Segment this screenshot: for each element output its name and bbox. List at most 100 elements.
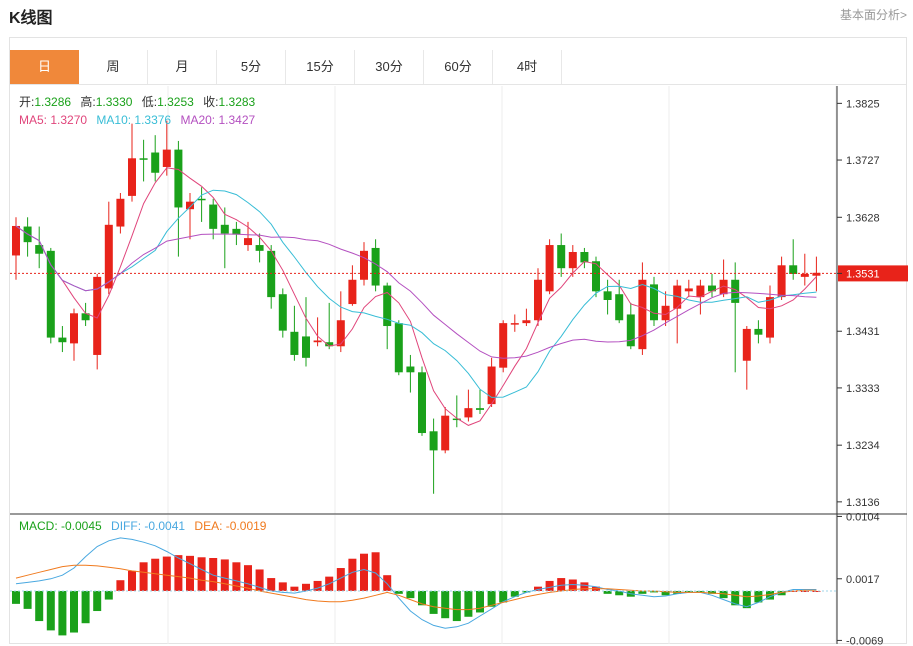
candle-body <box>128 158 136 196</box>
candle-body <box>568 251 577 269</box>
macd-bar <box>70 590 78 633</box>
y-tick-label: 1.3333 <box>846 383 880 395</box>
macd-bar <box>267 578 276 591</box>
macd-bar <box>441 590 450 619</box>
dea-legend-value: DEA: -0.0019 <box>194 519 266 533</box>
tab-30min[interactable]: 30分 <box>355 50 424 84</box>
macd-bar <box>499 590 508 603</box>
open-label: 开: <box>19 95 34 109</box>
macd-bar <box>766 590 774 600</box>
candle-body <box>708 285 716 292</box>
macd-bar <box>151 558 160 591</box>
diff-line <box>15 537 817 629</box>
macd-bar <box>684 590 693 593</box>
candle-body <box>46 250 55 338</box>
candle-body <box>742 328 751 361</box>
tab-week[interactable]: 周 <box>79 50 148 84</box>
candle-body <box>116 198 125 227</box>
candle-body <box>186 201 194 210</box>
candle-body <box>789 265 798 274</box>
y-tick-label: 1.3825 <box>846 98 880 110</box>
macd-bar <box>348 558 357 591</box>
macd-bar <box>429 590 438 614</box>
macd-bar <box>557 578 566 591</box>
macd-legend-value: MACD: -0.0045 <box>19 519 102 533</box>
diff-legend-value: DIFF: -0.0041 <box>111 519 185 533</box>
macd-bar <box>220 559 229 591</box>
macd-bar <box>255 569 264 591</box>
low-label: 低: <box>142 95 157 109</box>
macd-bar <box>580 582 589 591</box>
candle-body <box>661 305 670 321</box>
macd-bar <box>418 590 426 606</box>
tab-15min[interactable]: 15分 <box>286 50 355 84</box>
candle-body <box>800 273 809 277</box>
macd-bar <box>371 552 380 591</box>
macd-bar <box>452 590 461 622</box>
close-value: 1.3283 <box>219 95 256 109</box>
candle-body <box>522 320 531 324</box>
current-price-label: 1.3531 <box>846 268 880 280</box>
macd-bar <box>615 590 624 596</box>
macd-lines <box>15 537 817 629</box>
macd-bar <box>244 565 252 591</box>
candle-body <box>615 294 624 321</box>
tab-month[interactable]: 月 <box>148 50 217 84</box>
tab-5min[interactable]: 5分 <box>217 50 286 84</box>
candle-body <box>696 285 705 298</box>
macd-bar <box>777 590 786 596</box>
macd-bar <box>568 579 577 591</box>
macd-bar <box>209 558 218 591</box>
candle-body <box>626 314 635 347</box>
candle-body <box>197 198 206 201</box>
candle-body <box>371 247 380 286</box>
candle-body <box>510 323 519 325</box>
candle-body <box>325 342 334 347</box>
current-price-tag <box>838 265 908 282</box>
ma10-line <box>15 189 817 398</box>
fundamental-analysis-link[interactable]: 基本面分析> <box>839 8 907 22</box>
macd-bar <box>46 590 55 631</box>
candle-body <box>441 415 450 451</box>
ma5-legend: MA5: 1.3270 <box>19 113 87 127</box>
y-tick-label: 1.3234 <box>846 440 880 452</box>
tab-60min[interactable]: 60分 <box>424 50 493 84</box>
macd-bar <box>510 590 519 597</box>
macd-bar <box>522 590 531 593</box>
grid-lines <box>167 86 837 644</box>
y-tick-label: 1.3136 <box>846 497 880 509</box>
macd-bar <box>696 590 705 593</box>
macd-bar <box>394 590 403 594</box>
macd-bar <box>278 582 287 591</box>
macd-bar <box>58 590 67 636</box>
macd-legend: MACD: -0.0045 DIFF: -0.0041 DEA: -0.0019 <box>19 519 267 533</box>
candle-body <box>383 285 392 327</box>
candle-body <box>139 158 148 160</box>
high-label: 高: <box>80 94 95 109</box>
axes: 1.3531 <box>10 86 908 644</box>
candle-body <box>406 366 415 373</box>
candle-body <box>267 250 276 298</box>
tab-4h[interactable]: 4时 <box>493 50 562 84</box>
macd-bar <box>128 570 136 591</box>
candle-body <box>70 313 78 344</box>
candle-body <box>336 320 345 347</box>
macd-bar <box>383 575 392 591</box>
macd-bar <box>23 590 32 609</box>
candle-body <box>592 261 600 292</box>
tab-day[interactable]: 日 <box>10 50 79 84</box>
candle-body <box>418 372 426 434</box>
macd-bar <box>708 590 716 594</box>
candle-body <box>232 228 241 235</box>
candle-body <box>313 340 322 343</box>
candle-body <box>348 279 357 305</box>
candle-body <box>487 366 496 405</box>
macd-bar <box>534 586 542 591</box>
macd-bar <box>197 557 206 591</box>
candle-body <box>174 149 183 208</box>
chart-frame <box>9 37 907 644</box>
ma20-legend: MA20: 1.3427 <box>180 113 255 127</box>
candle-body <box>754 328 763 335</box>
candle-body <box>12 225 20 256</box>
macd-bar <box>719 590 728 599</box>
